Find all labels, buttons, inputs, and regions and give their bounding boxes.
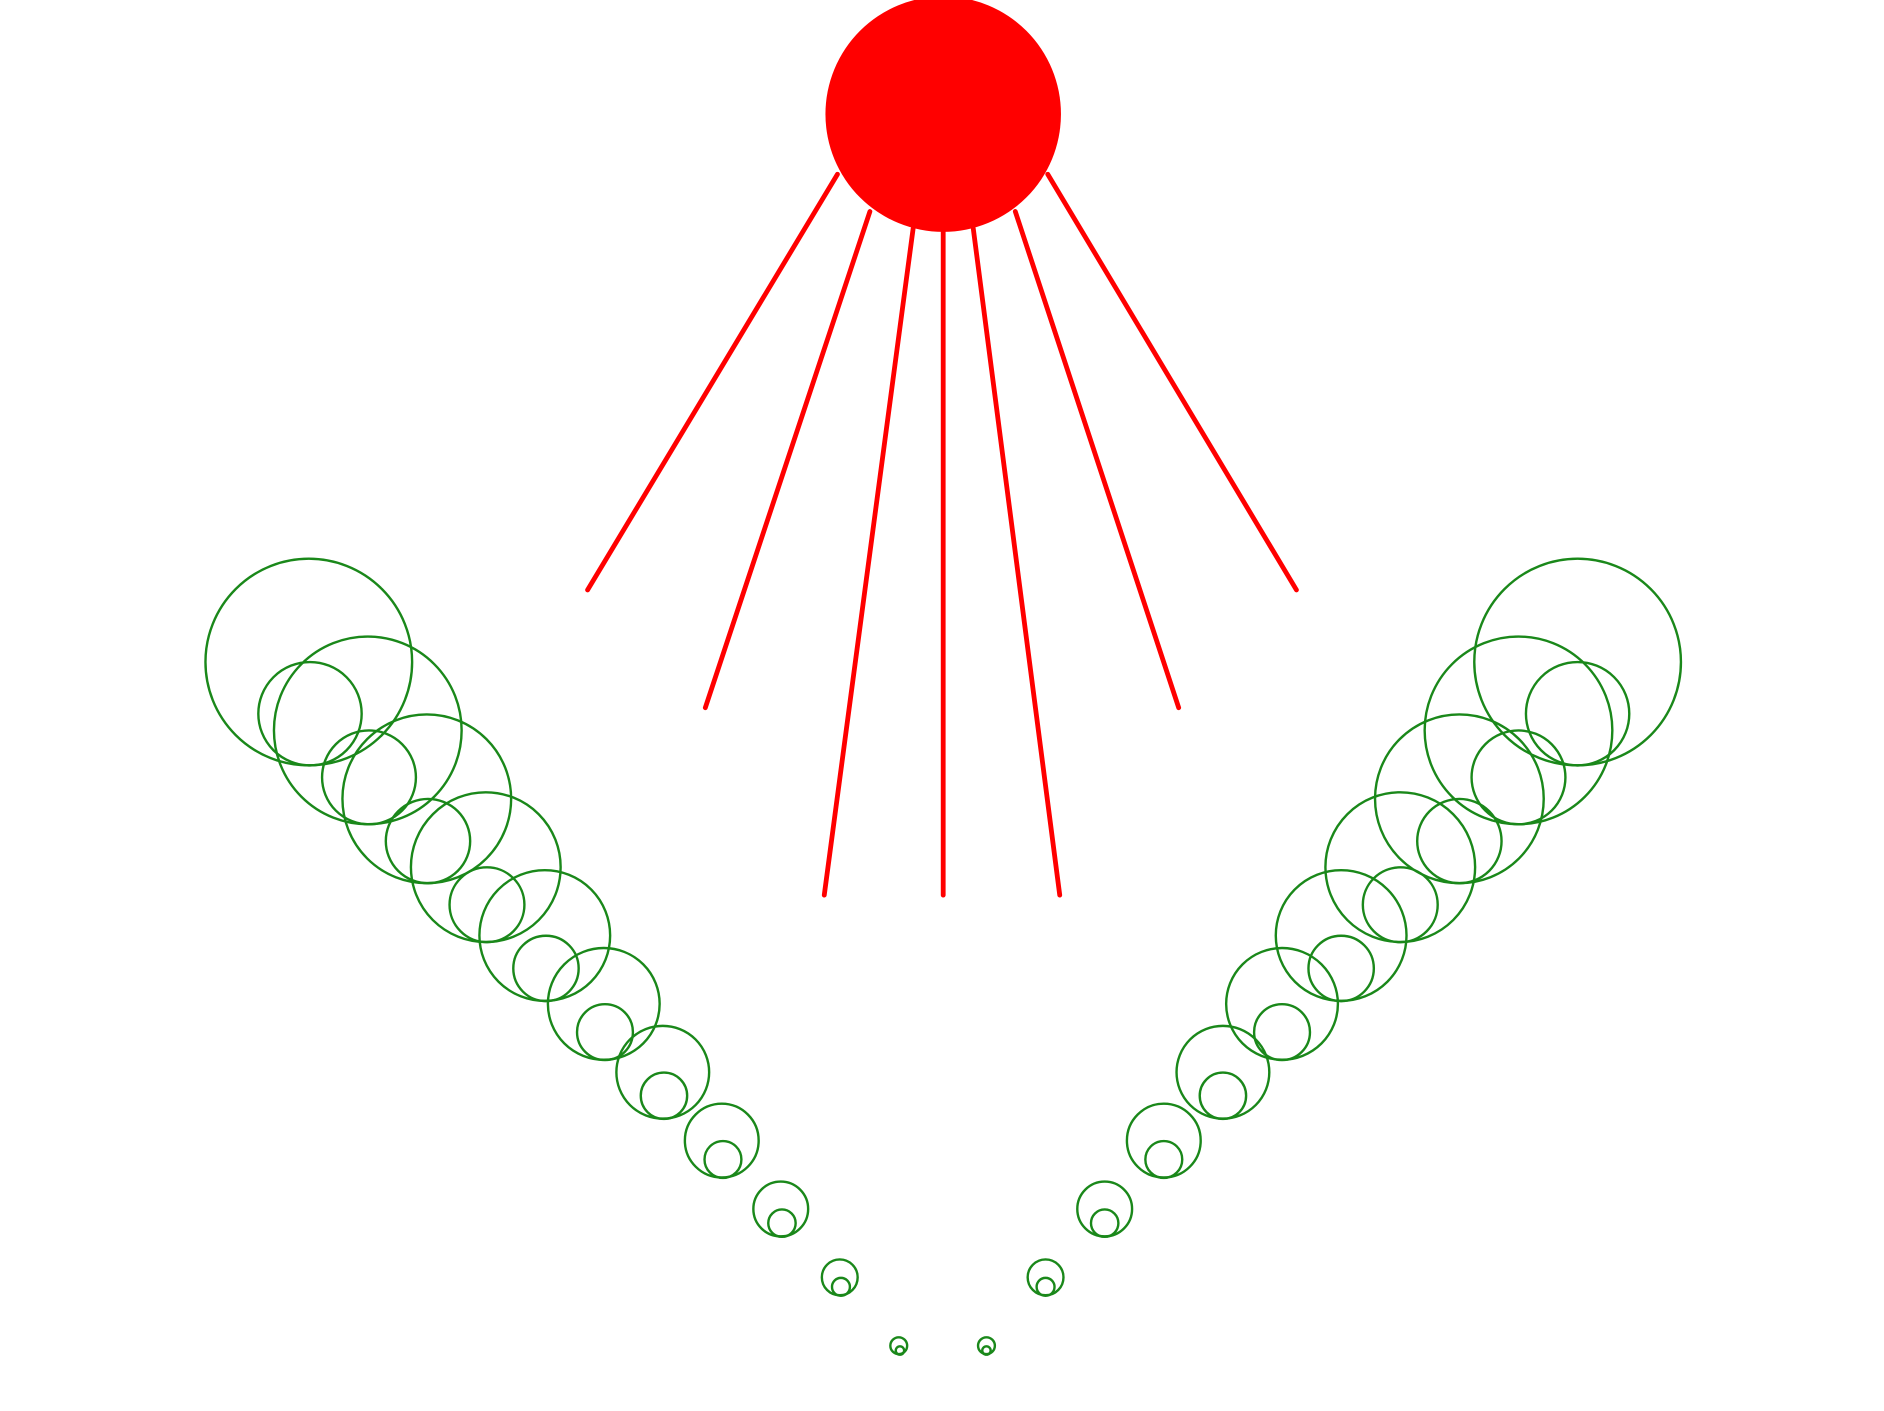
right-ring-small-1: [1524, 660, 1631, 767]
left-ring-small-1: [257, 660, 363, 767]
right-ring-small-2: [1470, 729, 1567, 826]
right-ring-small-7: [1198, 1071, 1248, 1121]
right-ring-small-8: [1144, 1139, 1184, 1180]
sun-ray-7: [1045, 171, 1299, 593]
left-ring-small-7: [639, 1071, 689, 1121]
sun-ray-1: [585, 171, 840, 593]
left-ring-small-4: [448, 866, 526, 944]
left-ring-small-3: [384, 797, 472, 885]
left-ring-small-8: [703, 1139, 743, 1180]
sun-rays: [585, 171, 1299, 898]
left-ring-small-10: [830, 1276, 852, 1297]
right-ring-small-10: [1035, 1276, 1056, 1297]
sun-ray-5: [970, 225, 1063, 898]
left-ring-small-6: [575, 1002, 635, 1062]
right-ring-small-3: [1416, 797, 1503, 885]
left-ring-small-11: [894, 1345, 906, 1356]
sun-ray-2: [702, 209, 873, 711]
right-ring-small-5: [1307, 934, 1376, 1003]
right-ring-small-11: [981, 1345, 992, 1356]
sun-disc: [825, 0, 1061, 232]
sun-ray-6: [1012, 209, 1182, 711]
right-ring-small-9: [1089, 1208, 1120, 1239]
left-ring-small-5: [512, 934, 580, 1003]
right-ring-small-6: [1252, 1002, 1312, 1062]
right-ring-arm: [976, 557, 1683, 1356]
right-ring-small-4: [1361, 866, 1439, 944]
left-ring-small-9: [767, 1208, 797, 1239]
sun-ray-3: [821, 225, 916, 898]
left-ring-small-2: [320, 729, 418, 826]
left-ring-arm: [204, 557, 909, 1356]
